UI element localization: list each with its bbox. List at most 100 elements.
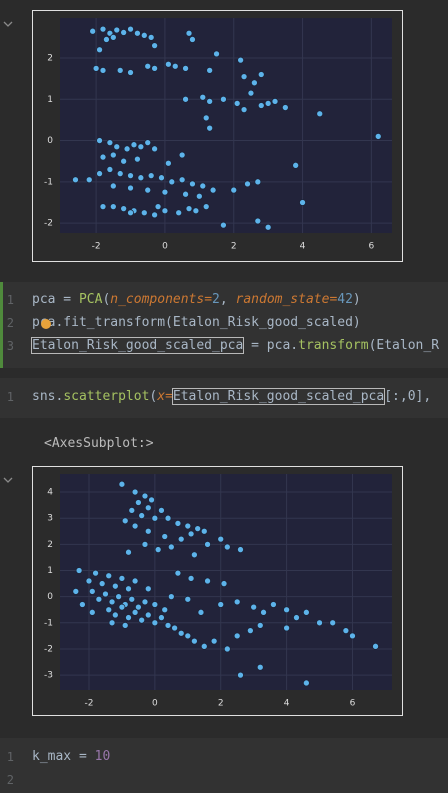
scatter-point xyxy=(113,143,121,151)
scatter-point xyxy=(121,517,129,525)
scatter-point xyxy=(210,637,218,645)
scatter-point xyxy=(237,56,244,64)
scatter-point xyxy=(138,512,146,519)
scatter-point xyxy=(151,619,159,627)
scatter-point xyxy=(281,104,289,111)
y-tick-label: -3 xyxy=(44,671,53,681)
code-token: x xyxy=(157,389,166,404)
scatter-point xyxy=(98,580,106,587)
scatter-point xyxy=(316,619,323,627)
scatter-point xyxy=(72,176,79,184)
collapse-chevron[interactable] xyxy=(2,20,14,30)
code-token: n_components xyxy=(110,292,205,307)
chart: -2 0 2 4 6 -2 -1 0 1 2 xyxy=(32,10,403,262)
x-tick-label: 6 xyxy=(368,242,374,252)
scatter-point xyxy=(127,25,134,33)
scatter-point xyxy=(184,595,192,603)
code-token: = xyxy=(165,389,173,404)
scatter-point xyxy=(206,124,214,132)
scatter-point xyxy=(233,632,241,640)
scatter-point xyxy=(299,199,306,206)
scatter-point xyxy=(141,492,149,500)
scatter-point xyxy=(108,598,116,606)
scatter-point xyxy=(270,601,277,608)
scatter-point xyxy=(223,543,231,551)
scatter-point xyxy=(240,73,248,80)
scatter-point xyxy=(105,572,113,580)
scatter-point xyxy=(96,137,103,144)
code-cell[interactable]: 1 2 3 pca = PCA(n_components=2, random_stat… xyxy=(0,282,448,368)
scatter-point xyxy=(191,551,198,559)
scatter-point xyxy=(283,606,290,614)
scatter-point xyxy=(237,546,244,553)
x-tick-label: 0 xyxy=(152,699,158,709)
y-tick-label: -1 xyxy=(44,618,53,628)
scatter-point xyxy=(200,642,208,650)
scatter-point xyxy=(102,590,109,598)
scatter-point xyxy=(72,588,80,595)
scatter-point xyxy=(105,606,113,614)
scatter-point xyxy=(220,221,227,229)
code-token: , xyxy=(219,292,236,307)
scatter-point xyxy=(116,67,124,74)
scatter-point xyxy=(199,93,207,101)
scatter-point xyxy=(177,629,185,637)
code-cell[interactable]: 1 sns.scatterplot(x=Etalon_Risk_good_scal… xyxy=(0,378,448,418)
code-token: random_state xyxy=(235,292,330,307)
scatter-point xyxy=(79,601,86,608)
code-token: 2 xyxy=(212,292,220,307)
scatter-point xyxy=(204,540,211,548)
code-cell[interactable]: 1 2 k_max = 10 xyxy=(0,738,448,793)
scatter-point xyxy=(247,627,254,634)
scatter-point xyxy=(197,608,205,616)
scatter-point xyxy=(175,209,183,217)
scatter-point xyxy=(182,190,189,198)
scatter-point xyxy=(256,622,264,629)
line-number: 3 xyxy=(6,339,14,353)
output-text: <AxesSubplot:> xyxy=(44,436,154,451)
code-line: Etalon_Risk_good_scaled_pca = pca.transf… xyxy=(30,337,440,354)
code-token: (Etalon_R xyxy=(368,338,440,353)
scatter-point xyxy=(85,577,93,585)
code-token: = xyxy=(329,292,338,307)
scatter-point xyxy=(127,209,134,217)
scatter-point xyxy=(189,36,196,43)
x-tick-label: 4 xyxy=(300,242,306,252)
line-number: 1 xyxy=(6,390,14,404)
x-tick-label: 4 xyxy=(284,699,290,709)
scatter-point xyxy=(128,506,136,514)
code-token: sns. xyxy=(32,389,64,404)
scatter-point xyxy=(223,645,231,653)
scatter-point xyxy=(144,504,152,512)
scatter-point xyxy=(120,29,127,36)
scatter-point xyxy=(151,211,158,219)
code-token: = xyxy=(204,292,213,307)
scatter-point xyxy=(88,608,96,616)
scatter-point xyxy=(257,71,265,78)
scatter-point xyxy=(213,50,220,58)
scatter-point xyxy=(233,100,241,107)
scatter-point xyxy=(167,543,175,551)
x-tick-label: -2 xyxy=(92,242,101,252)
scatter-point xyxy=(137,174,145,182)
scatter-point xyxy=(140,209,148,217)
scatter-point xyxy=(256,663,264,671)
scatter-point xyxy=(303,608,310,616)
scatter-point xyxy=(161,188,169,196)
scatter-point xyxy=(161,606,169,614)
scatter-point xyxy=(184,632,192,640)
collapse-chevron[interactable] xyxy=(2,476,14,486)
scatter-point xyxy=(151,64,158,72)
y-tick-label: 2 xyxy=(47,540,53,550)
scatter-point xyxy=(116,170,124,177)
y-tick-label: -2 xyxy=(44,219,53,229)
scatter-point xyxy=(316,110,324,118)
scatter-point xyxy=(182,64,189,72)
scatter-point xyxy=(283,624,290,632)
scatter-point xyxy=(154,203,162,210)
code-line: pca.fit_transform(Etalon_Risk_good_scale… xyxy=(32,315,361,330)
scatter-point xyxy=(158,614,165,621)
scatter-point xyxy=(187,530,195,538)
line-number: 1 xyxy=(6,750,14,764)
